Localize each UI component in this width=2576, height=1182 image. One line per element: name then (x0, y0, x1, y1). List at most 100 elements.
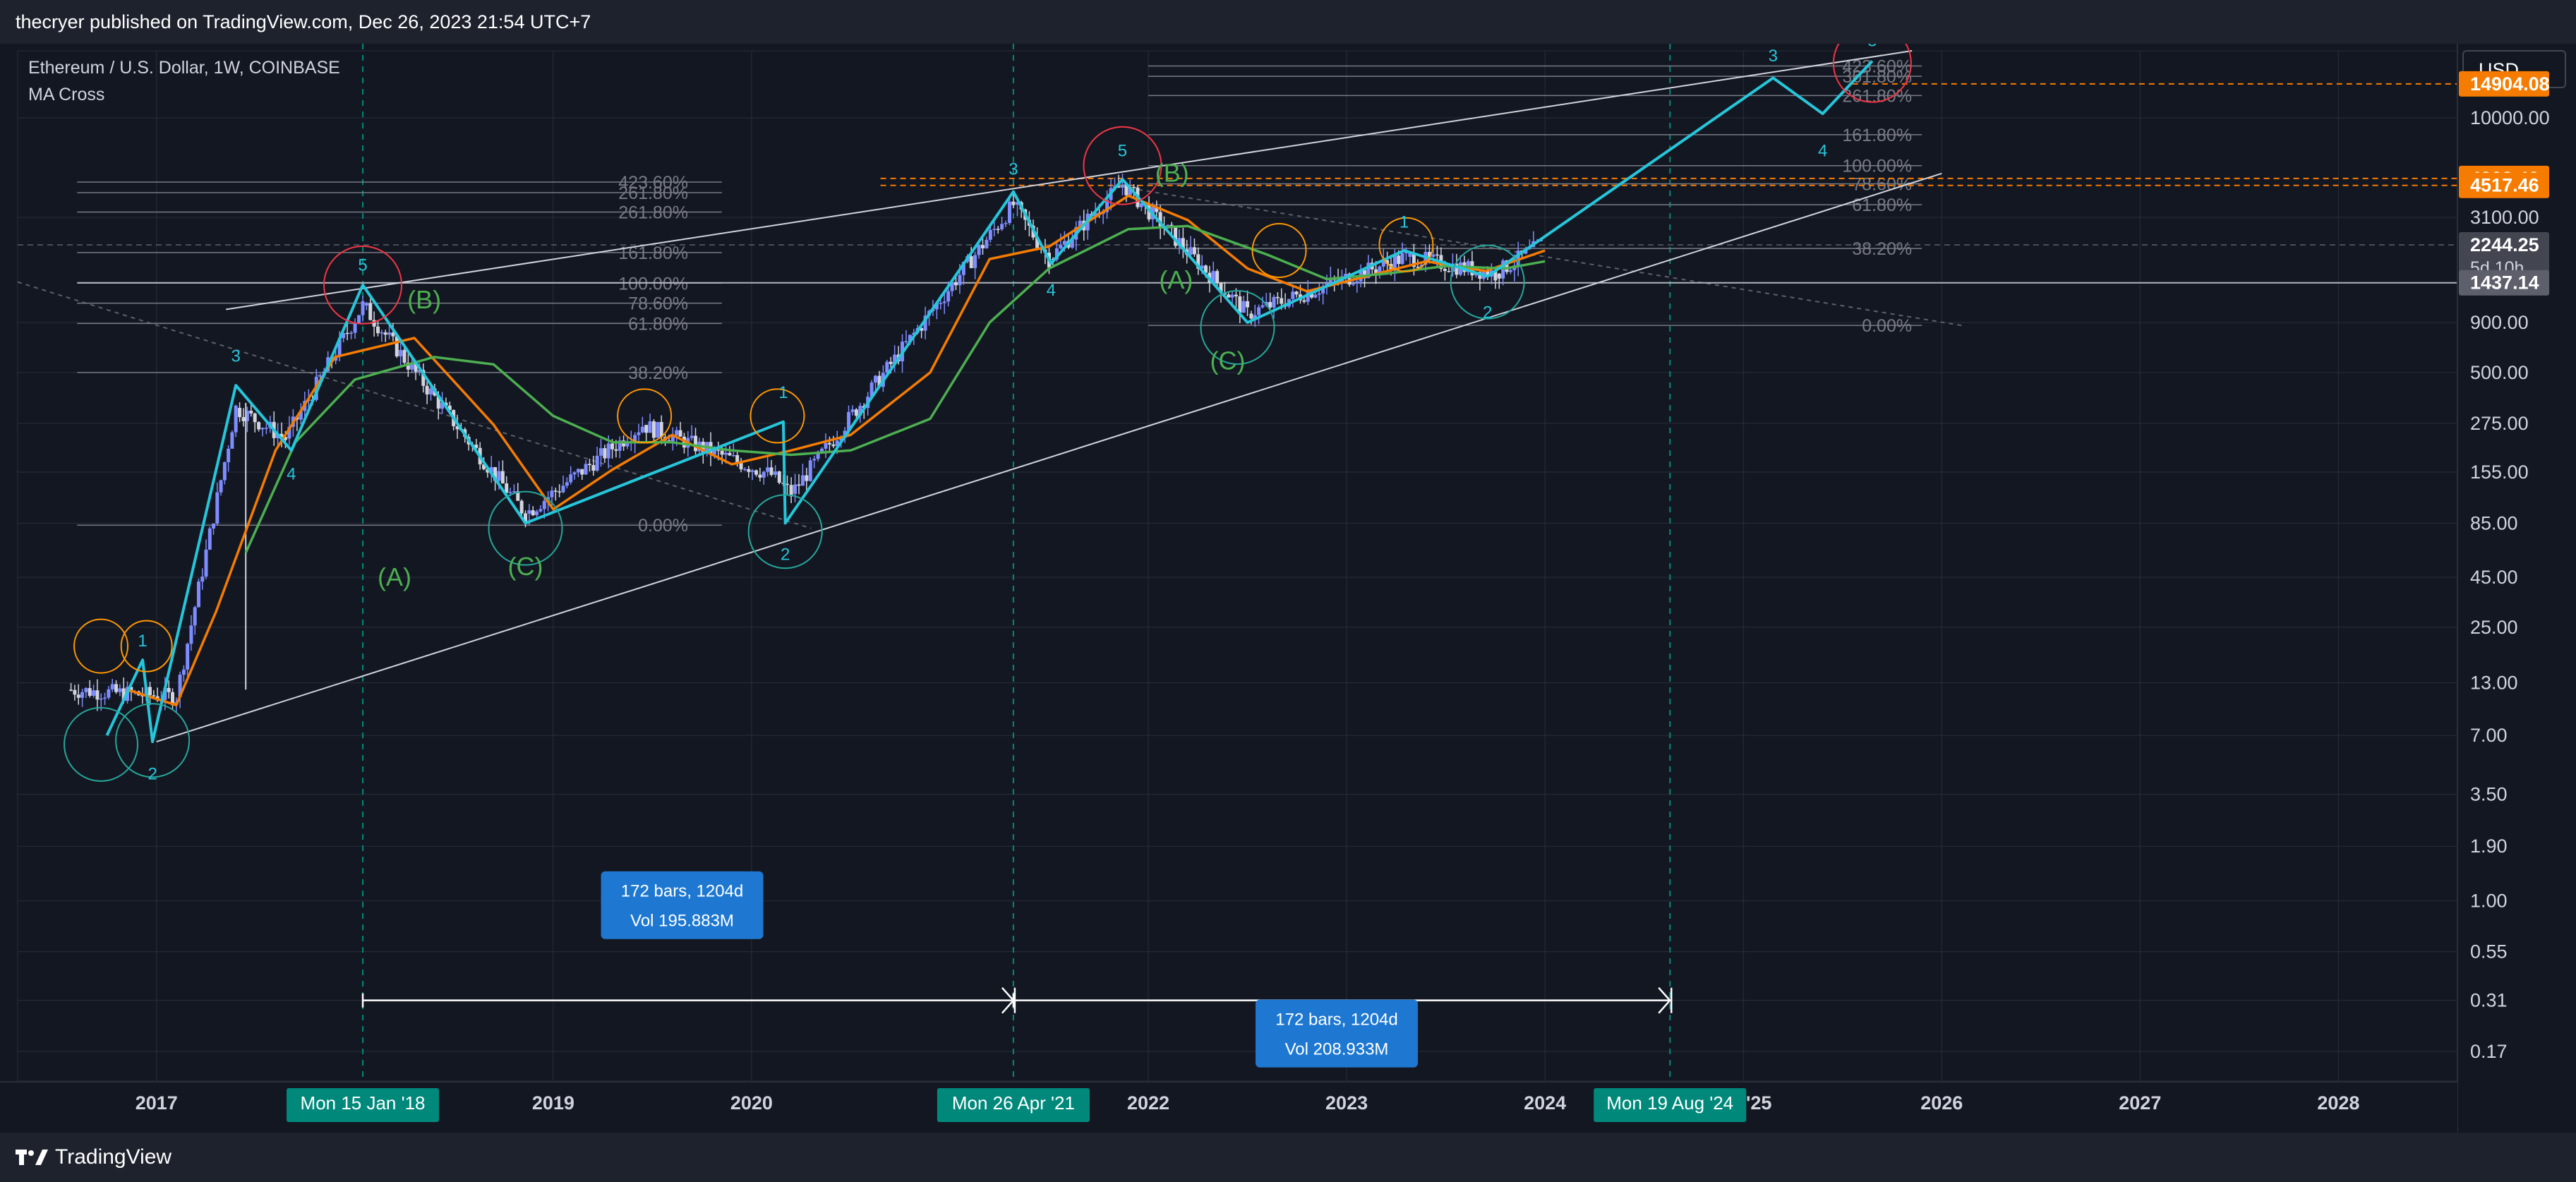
candle-body (171, 692, 175, 706)
candle-body (869, 382, 874, 397)
candle-body (996, 229, 1000, 230)
fib-level-label: 0.00% (638, 516, 688, 536)
price-chart[interactable]: 423.60%261.80%261.80%161.80%100.00%78.60… (0, 23, 2576, 1133)
candle-body (1204, 265, 1208, 273)
candle-body (402, 349, 407, 363)
candle-body (720, 450, 724, 455)
candle-body (958, 275, 962, 286)
candle-body (800, 475, 805, 486)
time-tick-label: 2023 (1325, 1092, 1368, 1114)
candle-body (1427, 251, 1431, 257)
chart-area[interactable]: 423.60% 261.80% 261.80% 161.80% 100.00% 78.60… (0, 23, 2576, 1133)
candle-body (1363, 270, 1367, 279)
price-tick-label: 3100.00 (2470, 207, 2539, 228)
candle-body (946, 291, 951, 302)
candle-body (140, 695, 145, 696)
candle-body (196, 581, 200, 608)
candle-body (1412, 253, 1416, 267)
candle-body (99, 698, 103, 700)
candle-body (178, 675, 182, 697)
candle-body (973, 255, 977, 268)
candle-body (1443, 269, 1447, 272)
date-marker-box (937, 1088, 1090, 1122)
candle-body (114, 684, 119, 692)
candle-body (820, 448, 824, 452)
candle-body (425, 385, 429, 394)
wave-label: 3 (1769, 47, 1778, 66)
candle-body (1200, 265, 1204, 269)
price-tick-label: 275.00 (2470, 413, 2529, 434)
wave-label: 3 (231, 346, 240, 366)
candle-body (750, 470, 754, 472)
candle-body (538, 509, 543, 512)
price-tick-label: 155.00 (2470, 462, 2529, 483)
candle-body (939, 303, 943, 304)
candle-body (572, 472, 577, 475)
candle-body (215, 492, 219, 524)
fib-level-label: 161.80% (1842, 126, 1912, 145)
candle-body (934, 303, 939, 310)
candle-body (421, 370, 426, 386)
candle-body (1351, 283, 1355, 285)
fib-level-label: 38.20% (628, 363, 688, 383)
candle-body (874, 375, 878, 383)
highlight-circle (488, 490, 563, 566)
candle-body (489, 466, 493, 473)
time-tick-label: 2022 (1127, 1092, 1169, 1114)
candle-body (1294, 291, 1299, 295)
dashed-trendline (1138, 188, 1962, 327)
candle-body (444, 402, 448, 406)
candle-body (497, 471, 501, 481)
candle-body (598, 448, 603, 456)
candle-body (361, 301, 365, 315)
candle-body (1253, 315, 1257, 319)
candle-body (152, 695, 156, 696)
candle-body (222, 462, 227, 481)
candle-body (747, 469, 751, 472)
fib-level-label: 100.00% (1842, 157, 1912, 176)
wave-label: (C) (508, 552, 543, 581)
highlight-circle (64, 706, 139, 782)
candle-body (1397, 255, 1401, 265)
candle-body (1347, 273, 1352, 285)
candle-body (118, 688, 122, 692)
candle-body (1211, 271, 1215, 283)
candle-body (789, 485, 793, 497)
candle-body (1035, 237, 1040, 248)
price-axis: 10000.00 3100.00 900.00 500.00 275.00 155.00 8… (2457, 44, 2576, 1133)
candle-body (1450, 263, 1455, 272)
candle-body (1249, 313, 1253, 319)
candle-body (1306, 291, 1310, 302)
candle-body (603, 448, 607, 459)
candle-body (659, 422, 663, 438)
candle-body (618, 440, 622, 451)
candle-body (299, 411, 303, 420)
brand-name: TradingView (55, 1145, 172, 1169)
candle-body (762, 471, 766, 478)
candle-body (1196, 254, 1200, 269)
candle-body (961, 262, 965, 275)
wave-label: (A) (1159, 265, 1193, 294)
measure-bars-text: 172 bars, 1204d (1275, 1011, 1397, 1030)
candle-body (531, 510, 535, 516)
wave-label: (C) (1210, 346, 1245, 375)
candle-body (129, 687, 133, 692)
highlight-circle (1450, 244, 1525, 320)
candle-body (656, 422, 660, 438)
candle-body (904, 341, 908, 342)
wave-label: 5 (1118, 142, 1127, 161)
candle-body (69, 689, 73, 691)
candle-body (633, 435, 637, 442)
candle-body (1016, 202, 1020, 205)
candle-body (1234, 294, 1238, 296)
price-tick-label: 45.00 (2470, 567, 2518, 588)
candle-body (121, 688, 126, 701)
candle-body (410, 363, 414, 370)
candle-body (1230, 294, 1234, 298)
channel-line (225, 50, 1913, 310)
candle-body (1516, 251, 1520, 266)
candle-body (84, 688, 88, 692)
candle-body (279, 433, 284, 438)
candle-body (1272, 296, 1276, 308)
candle-body (670, 435, 675, 442)
